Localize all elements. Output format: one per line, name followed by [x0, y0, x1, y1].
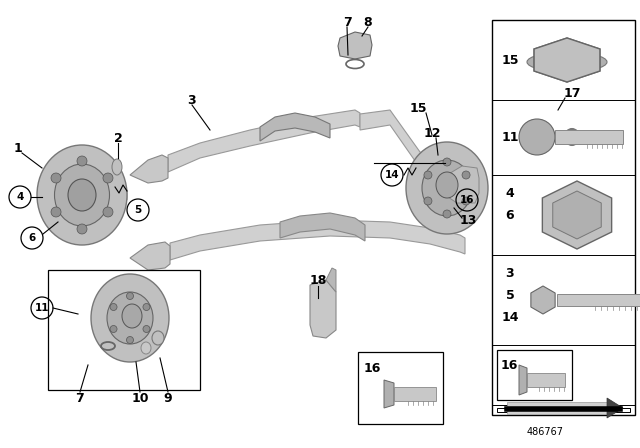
Circle shape	[424, 197, 432, 205]
Polygon shape	[360, 110, 430, 168]
Ellipse shape	[54, 164, 109, 226]
Text: 3: 3	[188, 94, 196, 107]
Circle shape	[519, 119, 555, 155]
Circle shape	[103, 173, 113, 183]
Polygon shape	[260, 113, 330, 141]
Text: 12: 12	[423, 126, 441, 139]
Text: 17: 17	[563, 86, 580, 99]
Circle shape	[77, 224, 87, 234]
Bar	[497, 350, 572, 400]
Text: 16: 16	[460, 195, 474, 205]
Circle shape	[103, 207, 113, 217]
Text: 14: 14	[385, 170, 399, 180]
Polygon shape	[531, 286, 555, 314]
Ellipse shape	[544, 123, 576, 163]
Circle shape	[77, 156, 87, 166]
Text: 486767: 486767	[527, 427, 563, 437]
Bar	[492, 20, 635, 415]
Circle shape	[424, 171, 432, 179]
Circle shape	[127, 336, 134, 344]
Text: 11: 11	[501, 130, 519, 143]
Bar	[48, 270, 200, 390]
Ellipse shape	[107, 292, 153, 344]
Ellipse shape	[436, 172, 458, 198]
Circle shape	[51, 207, 61, 217]
Text: 13: 13	[460, 214, 477, 227]
Polygon shape	[542, 181, 612, 249]
Polygon shape	[168, 110, 360, 172]
Polygon shape	[553, 191, 601, 239]
Polygon shape	[519, 365, 527, 395]
Bar	[497, 408, 630, 412]
Ellipse shape	[547, 119, 555, 129]
Bar	[557, 294, 640, 306]
Ellipse shape	[406, 142, 488, 234]
Polygon shape	[534, 38, 600, 82]
Polygon shape	[87, 187, 127, 203]
Text: 3: 3	[506, 267, 515, 280]
Polygon shape	[507, 402, 610, 414]
Circle shape	[143, 326, 150, 332]
Text: 14: 14	[501, 310, 519, 323]
Ellipse shape	[547, 157, 555, 167]
Bar	[527, 373, 565, 387]
Text: 6: 6	[506, 208, 515, 221]
Polygon shape	[384, 380, 394, 408]
Circle shape	[51, 173, 61, 183]
Circle shape	[462, 171, 470, 179]
Text: 5: 5	[134, 205, 141, 215]
Text: 1: 1	[13, 142, 22, 155]
Ellipse shape	[422, 160, 472, 216]
Circle shape	[443, 158, 451, 166]
Circle shape	[462, 197, 470, 205]
Polygon shape	[130, 242, 170, 270]
Polygon shape	[338, 32, 372, 59]
Ellipse shape	[141, 342, 151, 354]
Circle shape	[110, 303, 117, 310]
Text: 10: 10	[131, 392, 148, 405]
Polygon shape	[280, 213, 365, 241]
Text: 7: 7	[76, 392, 84, 405]
Polygon shape	[310, 280, 336, 338]
Text: 16: 16	[500, 358, 518, 371]
Ellipse shape	[527, 52, 607, 72]
Bar	[358, 352, 443, 424]
Polygon shape	[442, 166, 479, 203]
Text: 5: 5	[506, 289, 515, 302]
Text: 4: 4	[16, 192, 24, 202]
Text: 16: 16	[364, 362, 381, 375]
Ellipse shape	[68, 179, 96, 211]
Ellipse shape	[122, 304, 142, 328]
Polygon shape	[170, 220, 465, 260]
Circle shape	[110, 326, 117, 332]
Text: 9: 9	[164, 392, 172, 405]
Polygon shape	[530, 135, 555, 151]
Text: 8: 8	[364, 16, 372, 29]
Ellipse shape	[91, 274, 169, 362]
Text: 15: 15	[409, 102, 427, 115]
Polygon shape	[326, 268, 336, 292]
Ellipse shape	[531, 107, 589, 179]
Circle shape	[143, 303, 150, 310]
Bar	[394, 387, 436, 401]
Ellipse shape	[37, 145, 127, 245]
Ellipse shape	[112, 159, 122, 175]
Text: 18: 18	[309, 273, 326, 287]
Ellipse shape	[152, 331, 164, 345]
Polygon shape	[607, 398, 623, 418]
Polygon shape	[130, 155, 168, 183]
Circle shape	[127, 293, 134, 300]
Ellipse shape	[574, 138, 582, 148]
Circle shape	[443, 210, 451, 218]
Polygon shape	[534, 38, 600, 82]
Bar	[555, 130, 623, 144]
Text: 2: 2	[114, 132, 122, 145]
Text: 7: 7	[342, 16, 351, 29]
Text: 11: 11	[35, 303, 49, 313]
Text: 15: 15	[501, 53, 519, 66]
Text: 6: 6	[28, 233, 36, 243]
Text: 4: 4	[506, 186, 515, 199]
